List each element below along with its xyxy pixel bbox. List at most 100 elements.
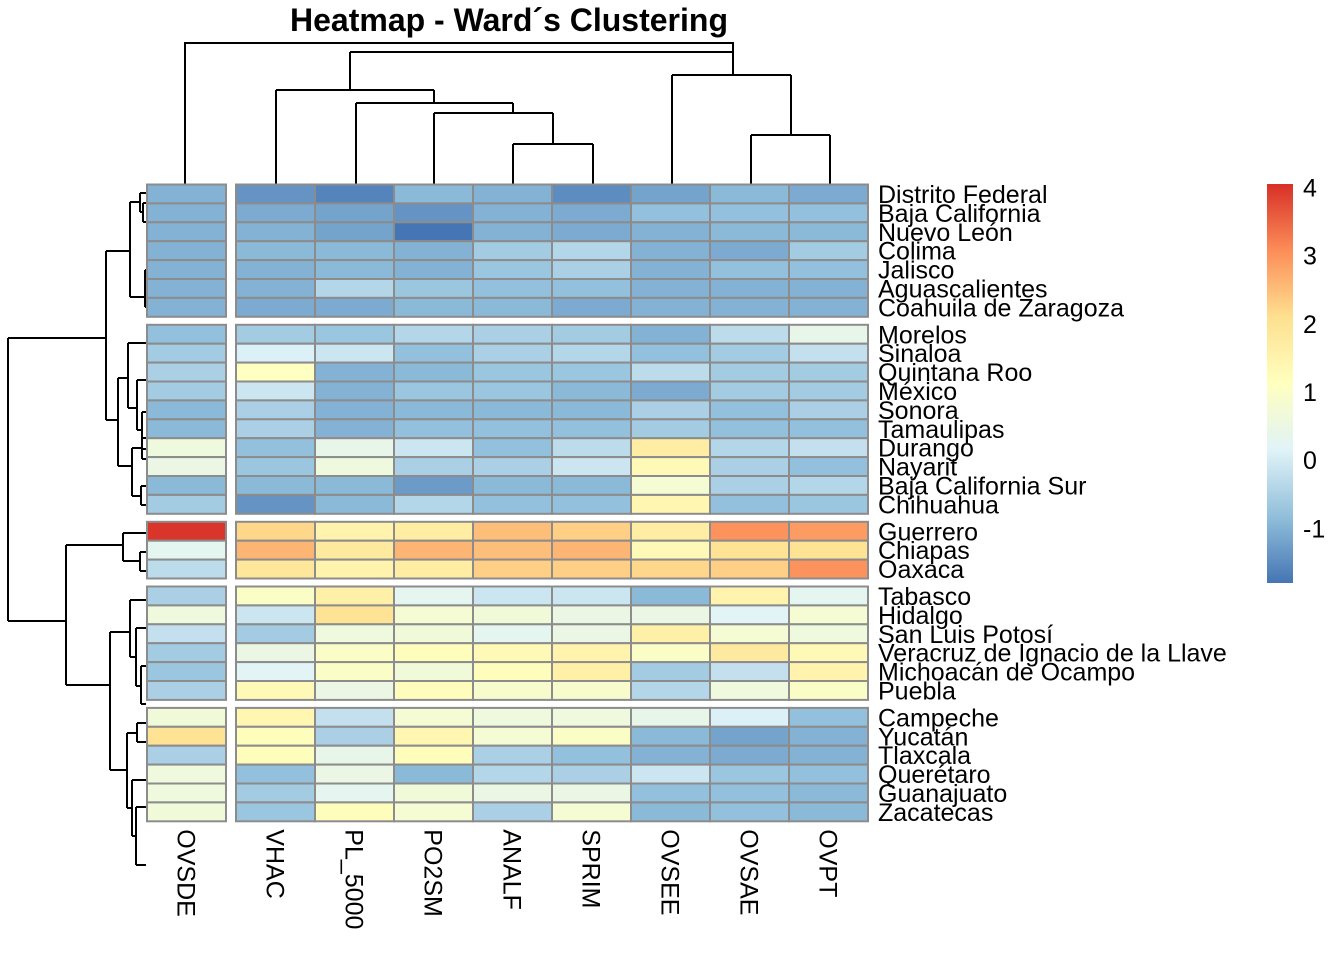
row-label: Tamaulipas [878, 416, 1004, 444]
row-label: Baja California Sur [878, 472, 1086, 500]
heatmap-cell [788, 763, 869, 785]
heatmap-cell [146, 323, 227, 345]
row-label: Coahuila de Zaragoza [878, 294, 1124, 322]
heatmap-cell [630, 604, 711, 626]
heatmap-cell [235, 342, 316, 364]
heatmap-cell [393, 342, 474, 364]
heatmap-cell [314, 763, 395, 785]
heatmap-cell [630, 558, 711, 580]
heatmap-cell [709, 183, 790, 205]
heatmap-cell [472, 763, 553, 785]
heatmap-cell [551, 558, 632, 580]
heatmap-cell [146, 763, 227, 785]
heatmap-cell [314, 706, 395, 728]
column-label: VHAC [261, 829, 289, 898]
heatmap-cell [393, 744, 474, 766]
heatmap-cell [788, 296, 869, 318]
heatmap-cell [709, 782, 790, 804]
row-label: San Luis Potosí [878, 621, 1053, 649]
heatmap-cell [146, 744, 227, 766]
heatmap-cell [472, 259, 553, 281]
heatmap-cell [314, 259, 395, 281]
row-label: Oaxaca [878, 556, 964, 584]
heatmap-cell [630, 399, 711, 421]
heatmap-cell [472, 323, 553, 345]
row-label: Tlaxcala [878, 742, 971, 770]
heatmap-cell [709, 202, 790, 224]
row-label: Nayarit [878, 454, 957, 482]
heatmap-cell [709, 323, 790, 345]
heatmap-cell [551, 380, 632, 402]
heatmap-cell [551, 437, 632, 459]
heatmap-cell [235, 661, 316, 682]
heatmap-cell [314, 661, 395, 682]
heatmap-cell [146, 585, 227, 607]
heatmap-cell [146, 558, 227, 580]
heatmap-cell [472, 221, 553, 243]
heatmap-cell [393, 475, 474, 496]
heatmap-cell [314, 399, 395, 421]
heatmap-cell [314, 642, 395, 664]
heatmap-cell [146, 202, 227, 224]
heatmap-cell [551, 801, 632, 823]
heatmap-cell [551, 725, 632, 747]
heatmap-cell [235, 240, 316, 262]
heatmap-cell [314, 418, 395, 440]
column-label: OVSDE [172, 829, 200, 917]
heatmap-cell [788, 585, 869, 607]
heatmap-cell [630, 475, 711, 496]
heatmap-cell [630, 725, 711, 747]
heatmap-cell [146, 706, 227, 728]
heatmap-cell [472, 623, 553, 645]
column-label: ANALF [498, 829, 526, 910]
row-label: Colima [878, 238, 956, 266]
heatmap-cell [630, 520, 711, 542]
heatmap-cell [393, 221, 474, 243]
row-label: Nuevo León [878, 219, 1013, 247]
heatmap-cell [393, 725, 474, 747]
heatmap-cell [235, 183, 316, 205]
heatmap-cell [235, 725, 316, 747]
heatmap-cell [472, 725, 553, 747]
heatmap-cell [788, 437, 869, 459]
heatmap-cell [709, 585, 790, 607]
column-label: OVPT [814, 829, 842, 897]
column-dendrogram [184, 42, 831, 184]
heatmap-cell [235, 706, 316, 728]
heatmap-cell [146, 642, 227, 664]
row-label: Quintana Roo [878, 359, 1032, 387]
heatmap-cell [472, 296, 553, 318]
heatmap-cell [314, 183, 395, 205]
heatmap-cell [709, 240, 790, 262]
heatmap-cell [551, 493, 632, 515]
column-label: PO2SM [419, 829, 447, 917]
heatmap-cell [393, 183, 474, 205]
heatmap-cell [472, 493, 553, 515]
heatmap-cell [146, 278, 227, 299]
heatmap-cell [235, 680, 316, 701]
column-label: OVSAE [735, 829, 763, 915]
color-legend-bar [1267, 184, 1293, 583]
heatmap-cell [393, 782, 474, 804]
row-label: Veracruz de Ignacio de la Llave [878, 640, 1227, 668]
heatmap-cell [314, 520, 395, 542]
heatmap-cell [314, 475, 395, 496]
heatmap-cell [788, 399, 869, 421]
heatmap-cell [235, 623, 316, 645]
heatmap-cell [146, 399, 227, 421]
heatmap-cell [314, 202, 395, 224]
heatmap-cell [709, 661, 790, 682]
heatmap-cell [393, 418, 474, 440]
row-label: Campeche [878, 704, 999, 732]
row-label: Puebla [878, 677, 956, 705]
heatmap-cell [393, 361, 474, 383]
heatmap-cell [788, 221, 869, 243]
heatmap-cell [314, 296, 395, 318]
heatmap-cell [393, 278, 474, 299]
heatmap-cell [709, 342, 790, 364]
heatmap-cell [393, 585, 474, 607]
heatmap-cell [788, 520, 869, 542]
row-label: Morelos [878, 321, 967, 349]
heatmap-cell [146, 418, 227, 440]
heatmap-cell [235, 744, 316, 766]
